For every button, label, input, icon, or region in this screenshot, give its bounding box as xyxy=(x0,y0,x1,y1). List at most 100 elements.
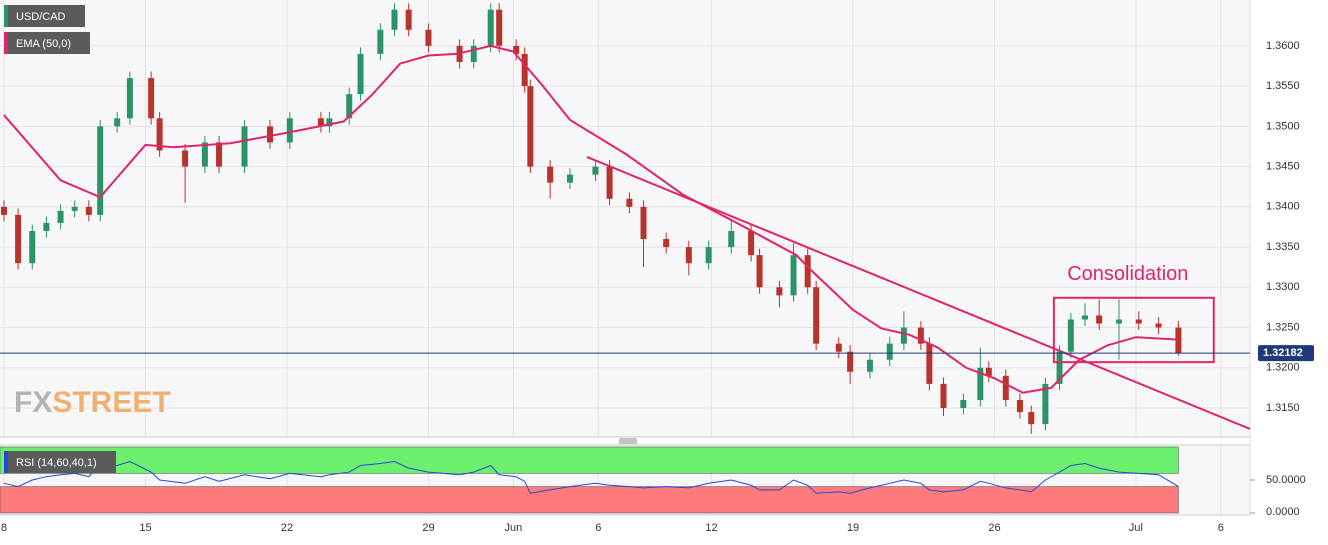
legend: USD/CAD EMA (50,0) RSI (14,60,40,1) xyxy=(4,5,116,473)
candle-body xyxy=(57,210,64,223)
candle-body xyxy=(85,206,92,215)
candle-body xyxy=(1028,412,1035,425)
trendline xyxy=(586,156,1251,430)
candle-body xyxy=(405,9,412,30)
x-tick-label: Jul xyxy=(1129,522,1143,534)
legend-box xyxy=(4,32,90,54)
candle-body xyxy=(346,94,353,119)
candle-body xyxy=(377,29,384,54)
candle-body xyxy=(900,327,907,344)
candle-body xyxy=(960,399,967,409)
candle-body xyxy=(748,230,755,256)
candle-body xyxy=(626,198,633,207)
candle-body xyxy=(521,53,528,87)
candle-body xyxy=(425,29,432,46)
watermark: FXSTREET xyxy=(14,386,171,419)
legend-swatch xyxy=(4,451,8,473)
rsi-lower-band xyxy=(0,486,1179,514)
x-tick-label: 12 xyxy=(705,522,717,534)
candle-body xyxy=(1042,383,1049,425)
candle-body xyxy=(977,367,984,400)
last-price-box xyxy=(1258,345,1314,362)
candle-body xyxy=(566,174,573,183)
candle-body xyxy=(201,142,208,167)
resize-handle[interactable] xyxy=(619,438,637,444)
candle-body xyxy=(1096,315,1103,324)
candle-body xyxy=(182,150,189,167)
candle-body xyxy=(1155,323,1162,328)
candle-body xyxy=(813,287,820,344)
legend-ema: EMA (50,0) xyxy=(16,38,71,50)
candle-body xyxy=(866,359,873,372)
legend-rsi: RSI (14,60,40,1) xyxy=(16,457,97,469)
candle-body xyxy=(985,367,992,376)
y-tick-label: 1.3300 xyxy=(1266,281,1300,293)
legend-box xyxy=(4,451,116,473)
candle-body xyxy=(470,45,477,62)
candle-body xyxy=(148,78,155,119)
candle-body xyxy=(926,343,933,384)
candle-body xyxy=(728,230,735,248)
candle-body xyxy=(1135,319,1142,324)
candle-body xyxy=(317,118,324,127)
candle-body xyxy=(705,247,712,264)
legend-box xyxy=(4,5,85,27)
rsi-tick-label: 0.0000 xyxy=(1266,506,1300,518)
y-tick-label: 1.3150 xyxy=(1266,402,1300,414)
candle-body xyxy=(917,327,924,344)
legend-swatch xyxy=(4,5,8,27)
candle-body xyxy=(286,118,293,143)
candle-body xyxy=(1056,351,1063,384)
annotation: Consolidation xyxy=(1067,263,1188,285)
candle-body xyxy=(835,343,842,352)
candle-body xyxy=(487,9,494,46)
candle-body xyxy=(790,255,797,296)
candle-body xyxy=(1175,327,1182,354)
legend-title: USD/CAD xyxy=(16,11,66,23)
candle-body xyxy=(326,118,333,127)
candle-body xyxy=(685,247,692,264)
candle-body xyxy=(592,166,599,175)
x-tick-label: 15 xyxy=(139,522,151,534)
candle-body xyxy=(547,166,554,183)
y-tick-label: 1.3400 xyxy=(1266,201,1300,213)
x-tick-label: 22 xyxy=(281,522,293,534)
candle-body xyxy=(1115,319,1122,324)
ema-line xyxy=(3,44,1179,394)
candle-body xyxy=(513,45,520,54)
x-tick-label: 29 xyxy=(422,522,434,534)
consolidation-box xyxy=(1052,296,1215,364)
candle-body xyxy=(126,78,133,119)
candle-body xyxy=(71,206,78,211)
candle-body xyxy=(97,126,104,215)
rsi-upper-band xyxy=(0,446,1179,474)
candle-body xyxy=(1067,319,1074,352)
candle-body xyxy=(43,222,50,231)
x-tick-label: 19 xyxy=(847,522,859,534)
watermark-fx: FXSTREET xyxy=(14,386,171,419)
x-tick-label: 6 xyxy=(595,522,601,534)
candle-body xyxy=(847,351,854,372)
legend-swatch xyxy=(4,32,8,54)
candle-body xyxy=(606,166,613,199)
x-tick-label: 26 xyxy=(988,522,1000,534)
candle-body xyxy=(940,383,947,409)
x-tick-label: 8 xyxy=(1,522,7,534)
x-tick-label: Jun xyxy=(504,522,522,534)
candle-body xyxy=(527,86,534,167)
watermark-part: STREET xyxy=(52,386,170,419)
candle-body xyxy=(886,343,893,360)
candle-body xyxy=(1002,375,1009,400)
candle-body xyxy=(216,142,223,167)
candle-body xyxy=(804,255,811,288)
candle-body xyxy=(1082,315,1089,320)
y-tick-label: 1.3500 xyxy=(1266,120,1300,132)
candle-body xyxy=(241,126,248,167)
main-panel xyxy=(0,0,1250,437)
candle-body xyxy=(156,118,163,151)
y-tick-label: 1.3450 xyxy=(1266,160,1300,172)
candle-body xyxy=(29,230,36,264)
rsi-line xyxy=(3,460,1179,494)
